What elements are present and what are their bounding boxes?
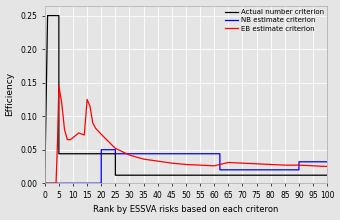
- NB estimate criterion: [218, 169, 222, 171]
- Actual number criterion: [46, 14, 50, 17]
- EB estimate criterion: [240, 162, 244, 165]
- Actual number criterion: [57, 152, 61, 155]
- NB estimate criterion: [113, 148, 117, 151]
- EB estimate criterion: [269, 163, 273, 166]
- EB estimate criterion: [297, 164, 301, 167]
- EB estimate criterion: [212, 165, 216, 167]
- Line: Actual number criterion: Actual number criterion: [45, 16, 327, 183]
- EB estimate criterion: [88, 105, 92, 107]
- Legend: Actual number criterion, NB estimate criterion, EB estimate criterion: Actual number criterion, NB estimate cri…: [224, 8, 325, 33]
- Actual number criterion: [113, 152, 117, 155]
- NB estimate criterion: [297, 169, 301, 171]
- NB estimate criterion: [218, 152, 222, 155]
- Line: EB estimate criterion: EB estimate criterion: [45, 86, 327, 183]
- EB estimate criterion: [226, 161, 231, 164]
- EB estimate criterion: [283, 164, 287, 167]
- EB estimate criterion: [82, 134, 86, 136]
- EB estimate criterion: [71, 136, 75, 139]
- EB estimate criterion: [311, 165, 315, 167]
- EB estimate criterion: [85, 98, 89, 101]
- Actual number criterion: [57, 14, 61, 17]
- EB estimate criterion: [55, 142, 59, 144]
- X-axis label: Rank by ESSVA risks based on each criteron: Rank by ESSVA risks based on each criter…: [93, 205, 279, 214]
- EB estimate criterion: [76, 132, 81, 134]
- NB estimate criterion: [99, 182, 103, 185]
- EB estimate criterion: [54, 182, 58, 185]
- EB estimate criterion: [113, 147, 117, 150]
- Line: NB estimate criterion: NB estimate criterion: [45, 150, 327, 183]
- EB estimate criterion: [170, 162, 174, 165]
- EB estimate criterion: [99, 133, 103, 136]
- EB estimate criterion: [68, 138, 72, 141]
- EB estimate criterion: [156, 160, 160, 162]
- NB estimate criterion: [43, 182, 47, 185]
- Y-axis label: Efficiency: Efficiency: [5, 72, 15, 116]
- EB estimate criterion: [141, 158, 146, 160]
- Actual number criterion: [325, 174, 329, 176]
- NB estimate criterion: [113, 152, 117, 155]
- EB estimate criterion: [198, 164, 202, 167]
- EB estimate criterion: [128, 154, 132, 156]
- NB estimate criterion: [99, 148, 103, 151]
- Actual number criterion: [43, 182, 47, 185]
- Actual number criterion: [113, 174, 117, 176]
- EB estimate criterion: [325, 165, 329, 168]
- Actual number criterion: [51, 14, 55, 17]
- EB estimate criterion: [57, 85, 61, 87]
- EB estimate criterion: [94, 127, 98, 130]
- EB estimate criterion: [184, 163, 188, 166]
- Actual number criterion: [48, 14, 52, 17]
- NB estimate criterion: [325, 160, 329, 163]
- EB estimate criterion: [255, 163, 259, 165]
- EB estimate criterion: [91, 122, 95, 124]
- NB estimate criterion: [297, 160, 301, 163]
- EB estimate criterion: [59, 101, 64, 104]
- EB estimate criterion: [63, 128, 67, 131]
- Actual number criterion: [54, 14, 58, 17]
- EB estimate criterion: [65, 138, 69, 141]
- EB estimate criterion: [43, 182, 47, 185]
